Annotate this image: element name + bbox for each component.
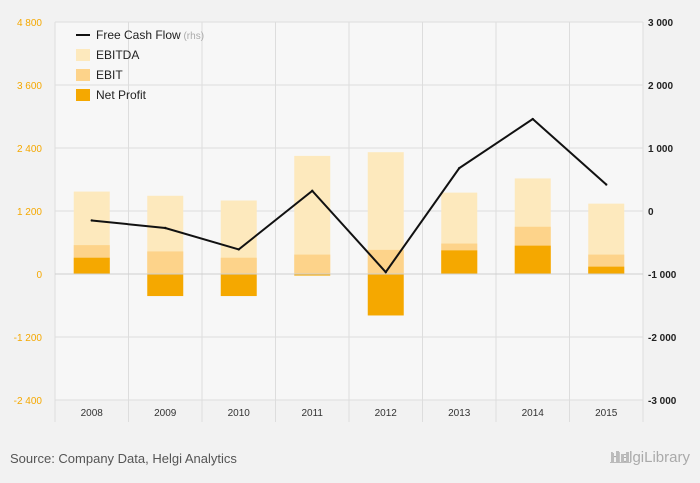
legend-label: Net Profit [96,88,147,102]
point-free-cash-flow [311,189,314,193]
legend-label: Free Cash Flow (rhs) [96,28,204,42]
x-tick-label: 2010 [228,408,251,419]
y-right-tick-label: 2 000 [648,81,673,92]
x-tick-label: 2011 [301,408,323,419]
legend-label: EBIT [96,68,123,82]
bar-net-profit [441,250,478,274]
bar-net-profit [514,245,551,274]
x-tick-label: 2009 [154,408,177,419]
point-free-cash-flow [384,270,387,274]
y-left-tick-label: 3 600 [17,81,42,92]
point-free-cash-flow [531,117,534,121]
y-left-tick-label: 0 [36,270,42,281]
y-right-tick-label: 0 [648,207,654,218]
x-tick-label: 2012 [375,408,398,419]
x-tick-label: 2013 [448,408,471,419]
point-free-cash-flow [605,183,608,186]
point-free-cash-flow [237,248,240,251]
bar-net-profit [73,257,110,274]
y-right-tick-label: 1 000 [648,144,673,155]
brand-logo[interactable]: HelgiLibrary [609,449,690,466]
bar-ebit [294,254,331,274]
line-free-cash-flow [91,117,607,274]
y-left-tick-label: 1 200 [17,207,42,218]
y-left-tick-label: -1 200 [14,333,43,344]
x-tick-label: 2015 [595,408,618,419]
legend-swatch [76,49,90,61]
legend-label: EBITDA [96,48,139,62]
bar-net-profit [147,274,184,297]
bar-ebit [147,251,184,274]
y-left-tick-label: 4 800 [17,18,42,29]
y-right-tick-label: -1 000 [648,270,677,281]
point-free-cash-flow [164,226,167,230]
x-tick-label: 2014 [522,408,545,419]
y-right-tick-label: -3 000 [648,396,677,407]
x-tick-label: 2008 [81,408,104,419]
brand-name: HelgiLibrary [609,449,690,466]
bar-ebit [220,257,257,274]
library-icon [609,451,631,463]
y-left-tick-label: 2 400 [17,144,42,155]
bar-net-profit [220,274,257,297]
bar-net-profit [588,266,625,274]
bar-net-profit [367,274,404,316]
legend-swatch [76,69,90,81]
bar-ebitda [294,155,331,274]
y-right-tick-label: 3 000 [648,18,673,29]
legend-swatch [76,89,90,101]
source-note: Source: Company Data, Helgi Analytics [10,451,237,466]
legend-rhs-suffix: (rhs) [181,31,204,42]
point-free-cash-flow [458,166,461,170]
bar-net-profit [294,274,331,276]
y-right-tick-label: -2 000 [648,333,677,344]
point-free-cash-flow [90,219,93,222]
y-left-tick-label: -2 400 [14,396,43,407]
